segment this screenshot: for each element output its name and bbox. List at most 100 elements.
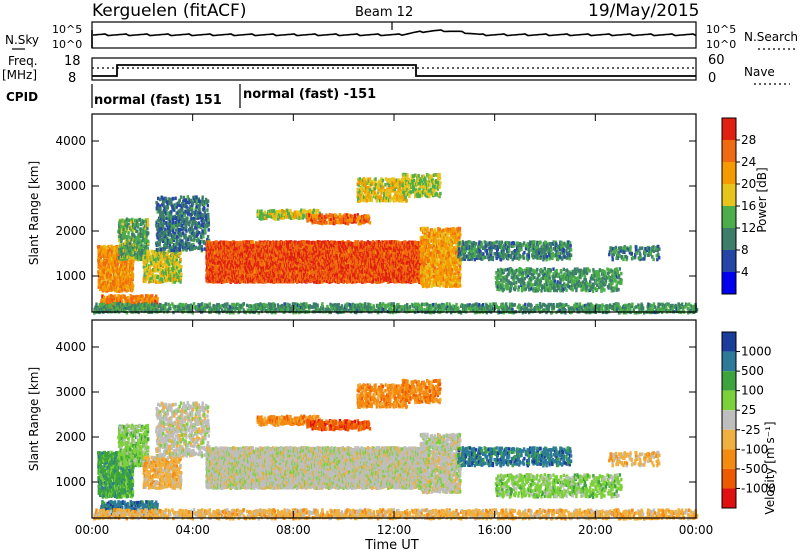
power-echo: [128, 239, 131, 243]
power-echo: [144, 226, 147, 230]
power-echo: [152, 260, 155, 265]
power-echo: [140, 222, 143, 227]
power-echo: [108, 260, 111, 264]
power-echo: [119, 279, 123, 283]
power-echo: [130, 237, 134, 241]
power-echo: [127, 231, 130, 235]
power-echo: [206, 234, 210, 239]
power-echo: [138, 217, 141, 222]
power-echo: [150, 254, 153, 259]
power-echo: [203, 206, 206, 211]
nave-tick-bottom: 0: [708, 71, 716, 86]
noise-right-tick-bottom: 10^0: [706, 38, 736, 51]
power-echo: [124, 296, 127, 301]
power-echo: [147, 256, 151, 260]
power-echo: [113, 283, 116, 287]
power-echo: [120, 233, 123, 237]
power-echo: [123, 232, 126, 237]
freq-label-line2: [MHz]: [2, 68, 37, 82]
power-echo: [108, 294, 111, 299]
power-echo: [138, 249, 141, 253]
power-echo: [145, 261, 148, 265]
power-echo: [147, 267, 150, 271]
nave-tick-top: 60: [708, 53, 725, 68]
power-echo: [97, 278, 100, 282]
power-echo: [138, 253, 141, 258]
power-echo: [107, 270, 110, 274]
power-echo: [128, 249, 131, 253]
power-echo: [145, 239, 148, 243]
power-echo: [151, 294, 154, 298]
power-echo: [122, 281, 126, 286]
power-echo: [115, 276, 119, 280]
power-echo: [179, 195, 183, 199]
power-echo: [110, 257, 113, 261]
power-echo: [143, 240, 146, 245]
power-echo: [98, 266, 102, 270]
power-echo: [126, 239, 129, 243]
power-scatter: [93, 172, 699, 315]
power-echo: [151, 269, 154, 274]
power-echo: [106, 295, 109, 300]
power-echo: [140, 244, 143, 249]
power-echo: [127, 222, 130, 227]
power-echo: [136, 220, 139, 224]
power-echo: [116, 246, 119, 250]
power-echo: [118, 227, 121, 231]
power-echo: [143, 249, 147, 254]
power-echo: [120, 224, 123, 228]
power-echo: [101, 294, 104, 299]
power-echo: [184, 233, 187, 237]
power-echo: [202, 219, 206, 223]
power-echo: [132, 245, 135, 249]
power-echo: [207, 228, 210, 232]
power-echo: [107, 282, 111, 286]
power-echo: [147, 239, 150, 244]
power-echo: [144, 255, 147, 260]
power-echo: [195, 195, 198, 199]
power-echo: [103, 295, 106, 300]
power-echo: [125, 221, 129, 225]
power-echo: [105, 301, 109, 305]
power-echo: [111, 279, 115, 284]
power-echo: [185, 229, 188, 233]
power-echo: [144, 297, 147, 301]
power-echo: [178, 198, 182, 203]
power-echo: [100, 259, 103, 263]
power-echo: [134, 252, 137, 257]
power-echo: [141, 251, 144, 255]
power-echo: [99, 285, 103, 290]
power-echo: [134, 247, 137, 252]
power-echo: [119, 250, 122, 255]
power-echo: [125, 262, 128, 266]
power-echo: [115, 278, 118, 282]
power-echo: [130, 269, 134, 273]
power-echo: [138, 256, 141, 261]
power-echo: [146, 254, 149, 259]
power-echo: [153, 276, 156, 280]
power-echo: [121, 220, 124, 224]
power-echo: [155, 294, 158, 298]
power-echo: [148, 265, 151, 270]
power-echo: [102, 280, 106, 284]
power-echo: [106, 287, 109, 291]
power-echo: [156, 202, 160, 207]
power-echo: [119, 219, 122, 223]
power-echo: [117, 273, 120, 277]
power-echo: [105, 246, 109, 250]
power-echo: [207, 223, 211, 227]
power-echo: [142, 244, 146, 248]
power-echo: [132, 259, 135, 264]
power-echo: [136, 229, 139, 233]
power-echo: [109, 273, 112, 278]
power-echo: [123, 251, 126, 255]
power-echo: [162, 226, 165, 230]
power-echo: [144, 270, 147, 274]
power-echo: [147, 280, 151, 284]
power-echo: [149, 253, 152, 258]
power-echo: [97, 258, 100, 262]
power-echo: [129, 255, 132, 259]
power-echo: [106, 260, 109, 264]
power-echo: [125, 267, 129, 272]
power-echo: [124, 256, 127, 261]
